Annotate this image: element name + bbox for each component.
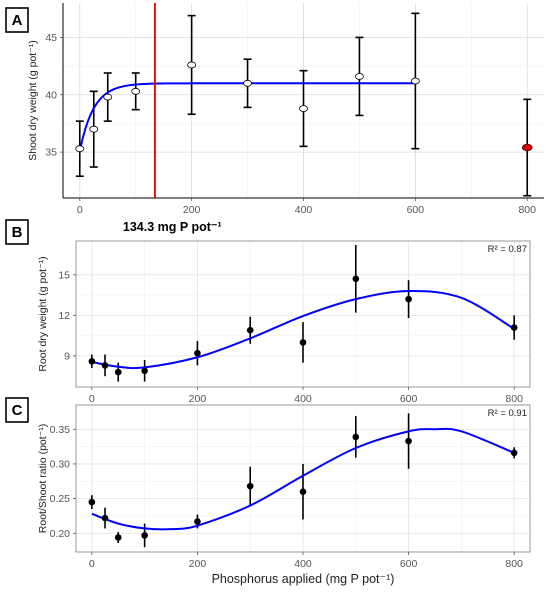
panel-letter: A	[12, 12, 23, 29]
x-tick-label: 200	[183, 204, 201, 216]
x-tick-label: 600	[407, 204, 425, 216]
x-tick-label: 400	[294, 393, 312, 405]
x-tick-label: 800	[518, 204, 536, 216]
y-tick-label: 45	[45, 32, 57, 44]
x-tick-label: 200	[189, 393, 207, 405]
data-point	[405, 295, 412, 303]
panel-c	[5, 397, 531, 555]
y-tick-label: 9	[64, 350, 70, 362]
panel-letter-box	[5, 7, 29, 33]
panel-letter: C	[12, 402, 23, 419]
x-axis-label: Phosphorus applied (mg P pot⁻¹)	[212, 572, 395, 586]
x-tick-label: 0	[89, 393, 95, 405]
y-axis-label: Shoot dry weight (g pot⁻¹)	[27, 40, 39, 161]
x-tick-label: 800	[505, 558, 523, 570]
panel-a	[5, 3, 544, 201]
y-axis-label: Root dry weight (g pot⁻¹)	[37, 256, 49, 371]
data-point	[187, 61, 197, 69]
data-point	[405, 437, 412, 445]
data-point	[141, 532, 148, 539]
data-point	[510, 449, 518, 457]
x-tick-label: 600	[400, 393, 418, 405]
data-point	[299, 105, 308, 112]
y-tick-label: 12	[58, 310, 70, 322]
r-squared-label: R² = 0.87	[488, 244, 527, 255]
fitted-curve	[91, 427, 515, 531]
data-point	[101, 514, 109, 522]
x-tick-label: 600	[400, 558, 418, 570]
data-point	[352, 433, 360, 441]
y-tick-label: 0.25	[50, 493, 71, 505]
y-tick-label: 0.35	[50, 424, 71, 436]
x-tick-label: 400	[294, 558, 312, 570]
data-point	[355, 73, 364, 80]
data-point	[75, 145, 85, 153]
data-point	[194, 518, 201, 525]
y-tick-label: 0.20	[50, 528, 71, 540]
data-point	[114, 534, 122, 541]
fitted-curve	[91, 289, 515, 370]
panel-letter-box	[5, 219, 29, 245]
x-tick-label: 800	[505, 393, 523, 405]
data-point	[141, 367, 148, 375]
data-point	[194, 349, 201, 357]
data-point	[352, 275, 360, 283]
x-tick-label: 0	[77, 204, 83, 216]
data-point	[510, 324, 518, 331]
data-point	[299, 488, 307, 495]
y-tick-label: 35	[45, 147, 57, 159]
x-tick-label: 0	[89, 558, 95, 570]
data-point	[89, 125, 99, 133]
x-tick-label: 200	[189, 558, 207, 570]
data-point	[101, 362, 109, 369]
y-tick-label: 15	[58, 269, 70, 281]
data-point	[246, 482, 254, 490]
data-point	[131, 87, 141, 95]
data-point	[299, 339, 307, 346]
y-axis-label: Root/Shoot ratio (pot⁻¹)	[37, 424, 49, 533]
x-tick-label: 400	[295, 204, 313, 216]
data-point	[114, 368, 122, 376]
data-point	[243, 79, 252, 87]
data-point	[103, 93, 113, 101]
data-point	[246, 326, 254, 334]
panel-letter: B	[12, 224, 23, 241]
excluded-data-point	[521, 143, 533, 152]
y-tick-label: 40	[45, 89, 57, 101]
data-point	[88, 358, 96, 365]
y-tick-label: 0.30	[50, 458, 71, 470]
data-point	[410, 77, 420, 85]
threshold-label: 134.3 mg P pot⁻¹	[123, 220, 222, 234]
panel-b	[5, 219, 531, 390]
data-point	[88, 498, 96, 506]
r-squared-label: R² = 0.91	[488, 408, 527, 419]
panel-letter-box	[5, 397, 29, 423]
